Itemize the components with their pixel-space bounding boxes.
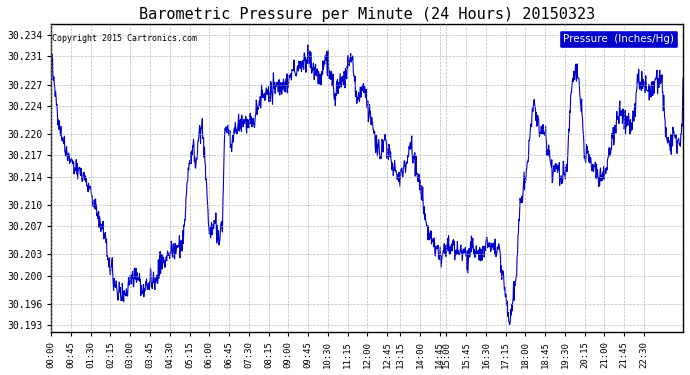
Title: Barometric Pressure per Minute (24 Hours) 20150323: Barometric Pressure per Minute (24 Hours… [139, 7, 595, 22]
Text: Copyright 2015 Cartronics.com: Copyright 2015 Cartronics.com [52, 34, 197, 43]
Legend: Pressure  (Inches/Hg): Pressure (Inches/Hg) [558, 30, 678, 48]
